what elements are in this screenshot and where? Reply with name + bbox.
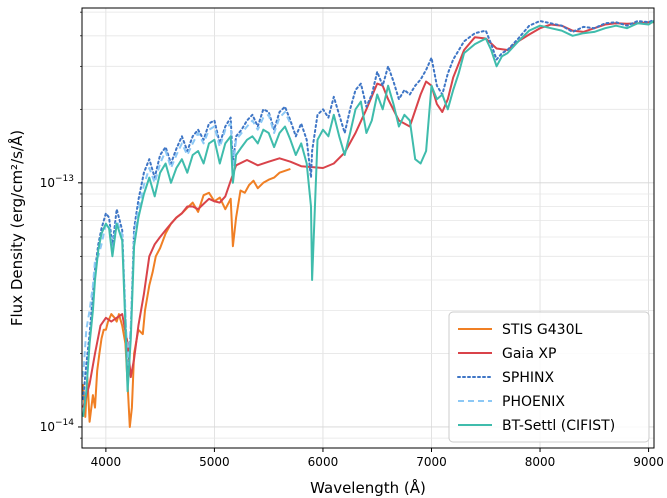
legend-label: BT-Settl (CIFIST) — [502, 418, 615, 434]
x-tick-label: 9000 — [633, 455, 664, 469]
y-axis-title: Flux Density (erg/cm²/s/Å) — [7, 130, 26, 326]
legend: STIS G430L Gaia XP SPHINX PHOENIX BT-Settl (… — [449, 312, 649, 442]
legend-label: STIS G430L — [502, 322, 582, 338]
legend-label: SPHINX — [502, 370, 554, 386]
x-tick-label: 6000 — [308, 455, 339, 469]
x-tick-label: 5000 — [199, 455, 230, 469]
x-tick-label: 7000 — [416, 455, 447, 469]
x-axis-title: Wavelength (Å) — [310, 478, 426, 497]
legend-label: Gaia XP — [502, 346, 556, 362]
legend-label: PHOENIX — [502, 394, 565, 410]
x-tick-label: 4000 — [91, 455, 122, 469]
x-tick-label: 8000 — [525, 455, 556, 469]
